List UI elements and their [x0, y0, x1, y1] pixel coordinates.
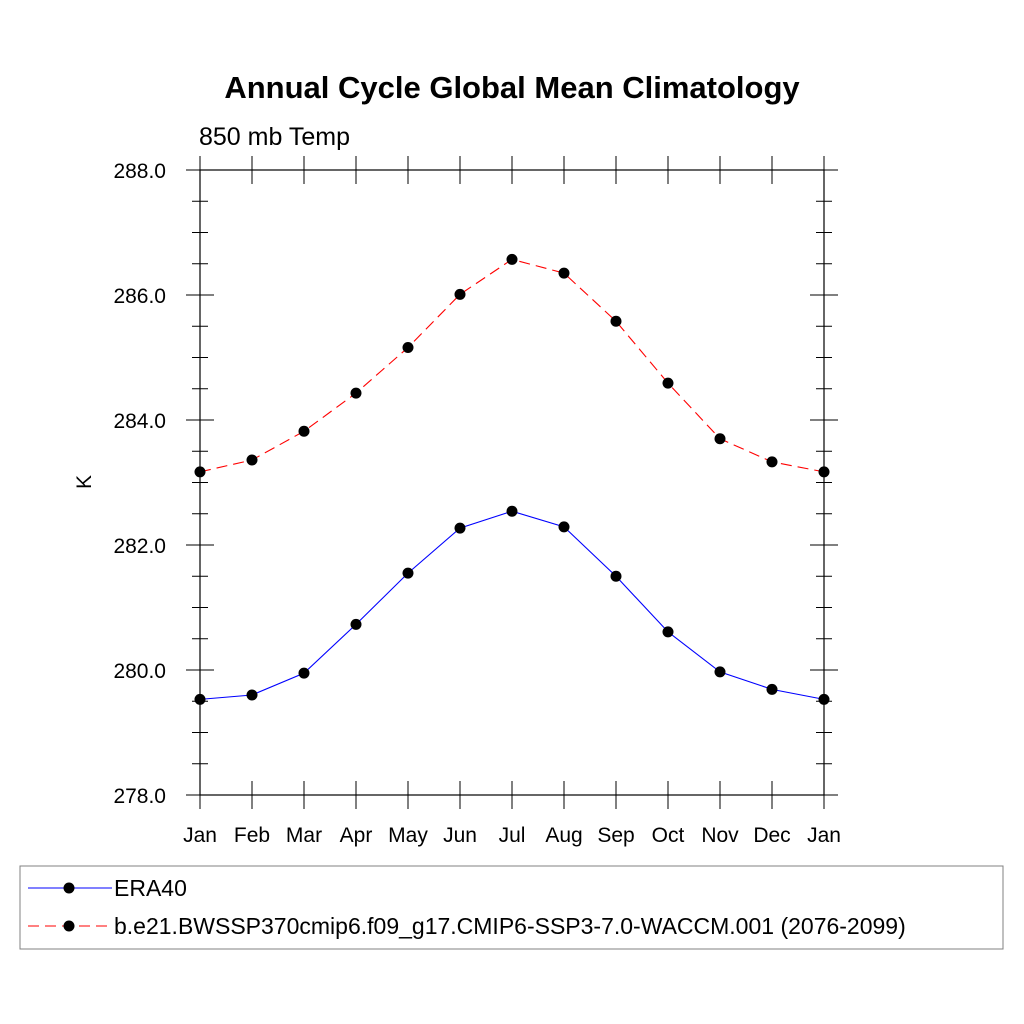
y-tick-label: 286.0 — [113, 285, 166, 308]
series-line — [199, 510, 825, 700]
data-point — [558, 521, 570, 533]
data-point — [194, 466, 206, 478]
y-tick-label: 288.0 — [113, 160, 166, 183]
data-point — [506, 505, 518, 517]
x-tick-label: Aug — [545, 824, 582, 847]
data-point — [454, 288, 466, 300]
data-point — [298, 667, 310, 679]
y-tick-label: 280.0 — [113, 660, 166, 683]
x-tick-label: Jan — [183, 824, 217, 847]
y-tick-label: 284.0 — [113, 410, 166, 433]
data-point — [506, 253, 518, 265]
data-point — [714, 433, 726, 445]
data-point — [246, 689, 258, 701]
x-tick-label: Jan — [807, 824, 841, 847]
data-point — [402, 342, 414, 353]
x-tick-label: Sep — [597, 824, 634, 847]
data-point — [454, 522, 466, 534]
x-tick-label: Mar — [286, 824, 322, 847]
x-tick-label: Apr — [340, 824, 373, 847]
data-point — [350, 387, 362, 399]
x-tick-label: May — [388, 824, 428, 847]
data-point — [402, 567, 414, 579]
data-point — [766, 456, 778, 468]
x-tick-label: Oct — [652, 824, 685, 847]
series-layer — [194, 253, 830, 705]
x-tick-label: Nov — [701, 824, 739, 847]
y-tick-label: 282.0 — [113, 535, 166, 558]
y-axis-label: K — [73, 475, 96, 489]
data-point — [298, 425, 310, 437]
legend-marker — [63, 882, 75, 894]
data-point — [818, 466, 830, 478]
x-tick-label: Dec — [753, 824, 790, 847]
data-point — [818, 693, 830, 705]
data-point — [662, 377, 674, 389]
legend-label: b.e21.BWSSP370cmip6.f09_g17.CMIP6-SSP3-7… — [114, 913, 906, 939]
data-point — [246, 454, 258, 466]
data-point — [610, 315, 622, 327]
legend: ERA40 b.e21.BWSSP370cmip6.f09_g17.CMIP6-S… — [28, 875, 906, 939]
chart-subtitle: 850 mb Temp — [199, 123, 350, 151]
x-tick-label: Feb — [234, 824, 270, 847]
x-tick-label: Jun — [443, 824, 477, 847]
legend-label: ERA40 — [114, 875, 187, 901]
data-point — [714, 666, 726, 678]
chart-title: Annual Cycle Global Mean Climatology — [224, 70, 800, 105]
legend-marker — [63, 920, 75, 932]
data-point — [662, 626, 674, 638]
x-tick-label: Jul — [499, 824, 526, 847]
y-tick-label: 278.0 — [113, 785, 166, 808]
data-point — [558, 267, 570, 279]
series-line — [199, 258, 825, 473]
data-point — [194, 693, 206, 705]
data-point — [610, 570, 622, 582]
data-point — [350, 618, 362, 630]
data-point — [766, 683, 778, 695]
axes: Jan Feb Mar Apr May Jun Jul Aug Sep Oct Nov Dec Jan 2… — [113, 156, 841, 847]
legend-box — [19, 865, 1004, 950]
